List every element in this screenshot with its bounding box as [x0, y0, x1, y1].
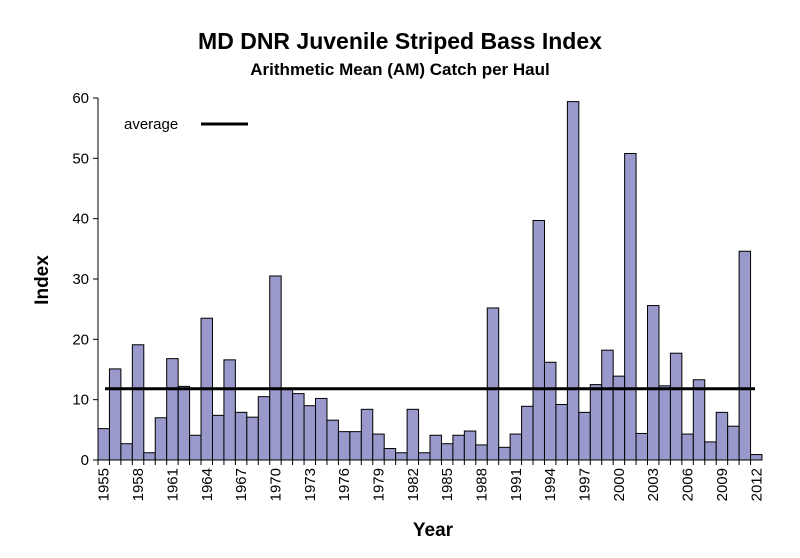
x-axis-title: Year [413, 520, 454, 541]
bar-1992 [521, 405, 534, 461]
x-tick-label-1997: 1997 [577, 468, 594, 501]
bar-1980 [383, 448, 397, 461]
x-tick-label-1964: 1964 [199, 468, 216, 501]
bar-1979 [372, 433, 385, 461]
x-tick-label-1973: 1973 [302, 468, 319, 501]
bar-2002 [635, 432, 649, 461]
bar-1985 [440, 443, 454, 461]
bar-2008 [704, 441, 717, 461]
y-tick-label-30: 30 [72, 271, 89, 288]
bar-1976 [337, 431, 351, 461]
y-tick-label-40: 40 [72, 211, 89, 228]
bar-2001 [624, 153, 637, 461]
bar-1977 [349, 431, 362, 461]
y-tick-label-0: 0 [81, 452, 89, 469]
bar-1963 [189, 434, 202, 461]
x-tick-label-1991: 1991 [508, 468, 525, 501]
bar-2009 [715, 411, 729, 461]
bar-2004 [658, 385, 671, 461]
x-tick-label-1961: 1961 [164, 468, 181, 501]
bar-1960 [154, 417, 168, 461]
y-tick-label-50: 50 [72, 150, 89, 167]
bar-1995 [555, 403, 568, 461]
bar-1993 [532, 219, 545, 461]
bar-1998 [589, 384, 603, 461]
bar-1973 [303, 405, 317, 461]
bar-1983 [418, 452, 431, 461]
bar-2006 [681, 433, 694, 461]
x-tick-label-1982: 1982 [405, 468, 422, 501]
x-tick-label-1955: 1955 [96, 468, 113, 501]
chart-subtitle: Arithmetic Mean (AM) Catch per Haul [250, 60, 550, 79]
bar-1956 [108, 368, 122, 461]
legend: average [124, 116, 248, 133]
bar-1997 [578, 411, 591, 461]
bars-group [97, 101, 763, 461]
bar-1981 [395, 452, 408, 461]
bar-1972 [292, 393, 305, 461]
y-tick-label-20: 20 [72, 331, 89, 348]
y-axis-title: Index [32, 255, 53, 305]
bar-1996 [566, 101, 580, 461]
chart-title: MD DNR Juvenile Striped Bass Index [198, 28, 602, 54]
x-tick-label-2009: 2009 [714, 468, 731, 501]
bar-1959 [143, 452, 156, 461]
bar-1987 [463, 430, 477, 461]
bar-2003 [647, 305, 660, 461]
x-tick-label-2006: 2006 [680, 468, 697, 501]
bar-1991 [509, 433, 523, 461]
bar-1974 [315, 397, 328, 461]
bar-1982 [406, 408, 420, 461]
x-tick-label-1979: 1979 [370, 468, 387, 501]
bar-1968 [246, 416, 259, 461]
bar-1958 [131, 344, 145, 461]
bar-1986 [452, 434, 465, 461]
legend-label-average: average [124, 116, 178, 133]
bar-1994 [543, 361, 557, 461]
x-tick-label-1988: 1988 [474, 468, 491, 501]
x-tick-label-1967: 1967 [233, 468, 250, 501]
x-tick-label-1970: 1970 [267, 468, 284, 501]
x-tick-label-1958: 1958 [130, 468, 147, 501]
y-tick-label-60: 60 [72, 90, 89, 107]
bar-2012 [750, 454, 763, 461]
bar-2005 [669, 352, 683, 461]
bar-1970 [269, 275, 282, 461]
bar-1975 [326, 419, 339, 461]
x-tick-label-1976: 1976 [336, 468, 353, 501]
x-tick-label-1985: 1985 [439, 468, 456, 501]
bar-1989 [486, 307, 500, 461]
bar-1955 [97, 428, 110, 461]
bar-2010 [727, 425, 740, 461]
bar-1988 [475, 444, 488, 461]
x-tick-label-2003: 2003 [645, 468, 662, 501]
bar-1990 [498, 446, 511, 461]
y-tick-label-10: 10 [72, 392, 89, 409]
bar-1967 [234, 411, 248, 461]
bar-1965 [211, 414, 225, 461]
bar-2007 [692, 379, 706, 461]
bar-1961 [166, 358, 179, 461]
axes-group: 0 10 20 30 40 50 60 1955 1958 1961 1964 1967 1970 197… [72, 90, 765, 501]
x-tick-label-1994: 1994 [542, 468, 559, 501]
bar-1962 [177, 385, 191, 461]
bar-1984 [429, 434, 442, 461]
bar-1957 [120, 443, 133, 461]
x-tick-label-2012: 2012 [748, 468, 765, 501]
bar-1966 [223, 359, 236, 461]
bar-1999 [601, 349, 614, 461]
bar-1978 [360, 408, 374, 461]
bar-1969 [257, 396, 271, 461]
x-tick-label-2000: 2000 [611, 468, 628, 501]
bar-1971 [280, 388, 294, 461]
bar-2011 [738, 250, 752, 461]
